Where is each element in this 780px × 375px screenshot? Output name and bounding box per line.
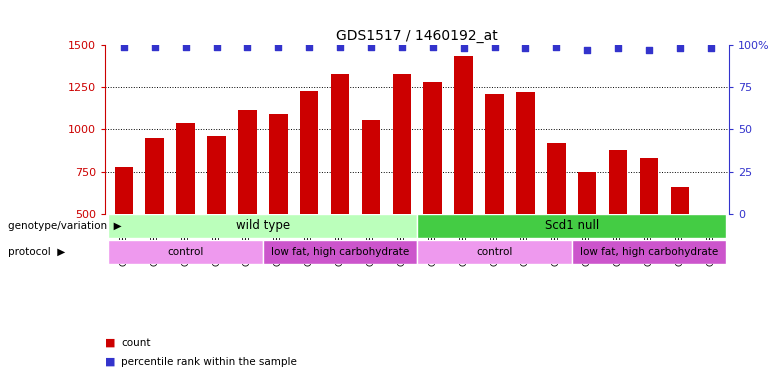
Text: low fat, high carbohydrate: low fat, high carbohydrate [271, 247, 410, 257]
Bar [547, 143, 566, 214]
Text: wild type: wild type [236, 219, 290, 232]
Bar [455, 56, 473, 214]
Bar [701, 214, 720, 231]
Point [427, 44, 439, 50]
Point [395, 44, 408, 50]
Bar [207, 136, 225, 214]
Text: percentile rank within the sample: percentile rank within the sample [121, 357, 296, 367]
Point [488, 44, 501, 50]
Bar [671, 187, 690, 214]
Point [704, 45, 717, 51]
Point [179, 44, 192, 50]
Bar [238, 110, 257, 214]
Bar [331, 74, 349, 214]
Bar [485, 94, 504, 214]
Point [519, 45, 532, 51]
Text: protocol  ▶: protocol ▶ [8, 247, 65, 257]
Point [334, 44, 346, 50]
Bar [300, 92, 318, 214]
Bar [417, 214, 726, 238]
Bar [108, 240, 263, 264]
Bar [516, 92, 534, 214]
Title: GDS1517 / 1460192_at: GDS1517 / 1460192_at [336, 28, 498, 43]
Point [118, 44, 130, 50]
Point [211, 44, 223, 50]
Point [674, 45, 686, 51]
Bar [609, 150, 627, 214]
Text: ■: ■ [105, 357, 115, 367]
Point [303, 44, 315, 50]
Text: ■: ■ [105, 338, 115, 348]
Text: count: count [121, 338, 151, 348]
Bar [176, 123, 195, 214]
Bar [572, 240, 726, 264]
Bar [145, 138, 164, 214]
Bar [424, 82, 442, 214]
Bar [392, 74, 411, 214]
Point [457, 45, 470, 51]
Text: Scd1 null: Scd1 null [544, 219, 599, 232]
Text: low fat, high carbohydrate: low fat, high carbohydrate [580, 247, 718, 257]
Point [581, 47, 594, 53]
Point [550, 44, 562, 50]
Bar [578, 172, 597, 214]
Point [643, 47, 655, 53]
Point [365, 44, 378, 50]
Point [612, 45, 624, 51]
Point [241, 44, 254, 50]
Text: control: control [168, 247, 204, 257]
Point [272, 44, 285, 50]
Bar [108, 214, 417, 238]
Bar [269, 114, 288, 214]
Text: control: control [477, 247, 512, 257]
Bar [115, 167, 133, 214]
Point [148, 44, 161, 50]
Bar [263, 240, 417, 264]
Text: genotype/variation  ▶: genotype/variation ▶ [8, 221, 122, 231]
Bar [640, 158, 658, 214]
Bar [417, 240, 572, 264]
Bar [362, 120, 380, 214]
